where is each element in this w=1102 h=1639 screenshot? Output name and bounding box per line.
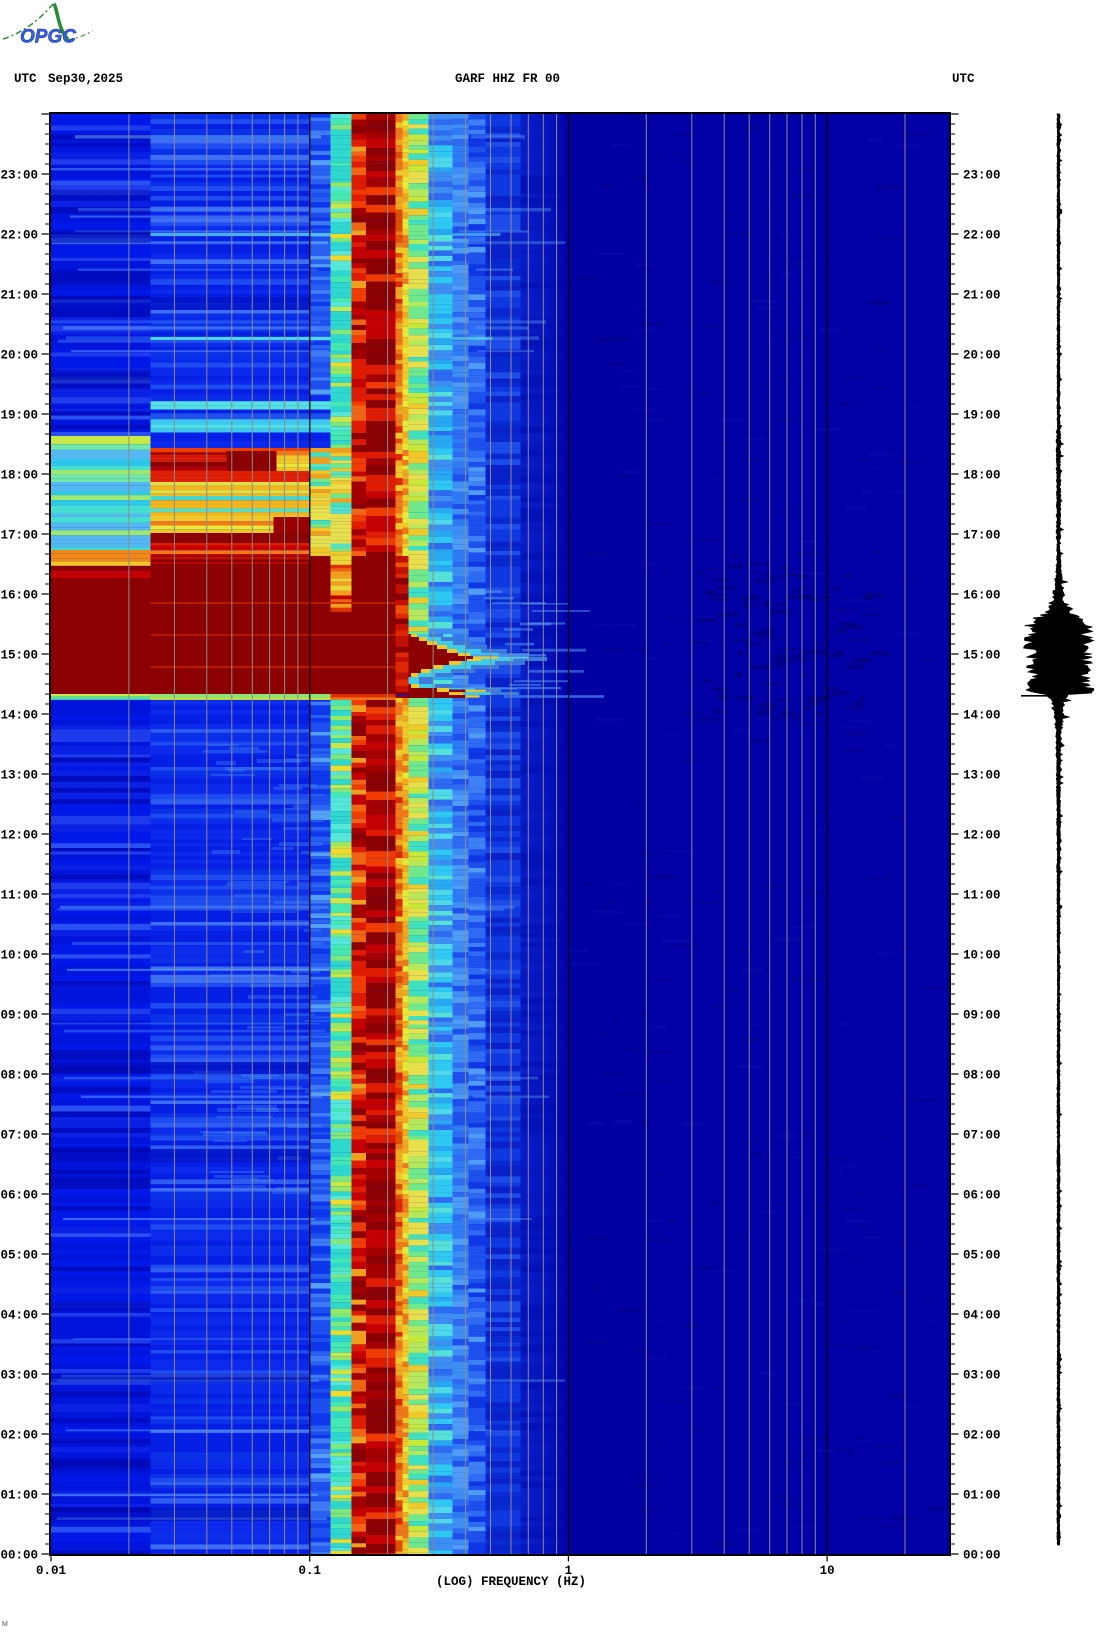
svg-text:09:00: 09:00 [0,1009,38,1023]
svg-text:22:00: 22:00 [963,229,1001,243]
svg-text:19:00: 19:00 [963,409,1001,423]
svg-text:04:00: 04:00 [963,1309,1001,1323]
svg-text:21:00: 21:00 [963,289,1001,303]
svg-text:17:00: 17:00 [0,529,38,543]
svg-text:18:00: 18:00 [963,469,1001,483]
svg-text:UTC: UTC [14,72,37,86]
svg-text:05:00: 05:00 [963,1249,1001,1263]
svg-text:(LOG) FREQUENCY (HZ): (LOG) FREQUENCY (HZ) [436,1575,586,1589]
svg-text:22:00: 22:00 [0,229,38,243]
svg-text:13:00: 13:00 [0,769,38,783]
svg-text:18:00: 18:00 [0,469,38,483]
svg-text:08:00: 08:00 [963,1069,1001,1083]
svg-text:14:00: 14:00 [0,709,38,723]
svg-text:03:00: 03:00 [963,1369,1001,1383]
svg-text:M: M [2,1621,8,1628]
svg-text:16:00: 16:00 [963,589,1001,603]
svg-text:11:00: 11:00 [963,889,1001,903]
svg-text:15:00: 15:00 [0,649,38,663]
svg-text:0.1: 0.1 [298,1564,321,1578]
svg-text:OPGC: OPGC [20,27,76,48]
svg-text:UTC: UTC [952,72,975,86]
svg-text:06:00: 06:00 [963,1189,1001,1203]
svg-text:19:00: 19:00 [0,409,38,423]
svg-text:10:00: 10:00 [0,949,38,963]
svg-text:01:00: 01:00 [963,1489,1001,1503]
svg-text:20:00: 20:00 [963,349,1001,363]
svg-text:15:00: 15:00 [963,649,1001,663]
svg-text:00:00: 00:00 [0,1549,38,1563]
svg-text:04:00: 04:00 [0,1309,38,1323]
svg-text:Sep30,2025: Sep30,2025 [48,72,123,86]
svg-text:23:00: 23:00 [0,169,38,183]
svg-text:11:00: 11:00 [0,889,38,903]
svg-text:12:00: 12:00 [963,829,1001,843]
svg-text:07:00: 07:00 [0,1129,38,1143]
svg-text:10: 10 [820,1564,835,1578]
svg-text:05:00: 05:00 [0,1249,38,1263]
svg-text:21:00: 21:00 [0,289,38,303]
svg-text:10:00: 10:00 [963,949,1001,963]
svg-text:01:00: 01:00 [0,1489,38,1503]
svg-text:02:00: 02:00 [0,1429,38,1443]
svg-text:13:00: 13:00 [963,769,1001,783]
svg-text:23:00: 23:00 [963,169,1001,183]
svg-text:12:00: 12:00 [0,829,38,843]
svg-text:06:00: 06:00 [0,1189,38,1203]
svg-text:17:00: 17:00 [963,529,1001,543]
svg-text:02:00: 02:00 [963,1429,1001,1443]
svg-text:20:00: 20:00 [0,349,38,363]
svg-text:07:00: 07:00 [963,1129,1001,1143]
svg-text:0.01: 0.01 [36,1564,66,1578]
svg-text:16:00: 16:00 [0,589,38,603]
svg-text:14:00: 14:00 [963,709,1001,723]
svg-text:09:00: 09:00 [963,1009,1001,1023]
svg-text:00:00: 00:00 [963,1549,1001,1563]
svg-text:GARF HHZ FR 00: GARF HHZ FR 00 [455,72,560,86]
svg-text:03:00: 03:00 [0,1369,38,1383]
svg-text:08:00: 08:00 [0,1069,38,1083]
